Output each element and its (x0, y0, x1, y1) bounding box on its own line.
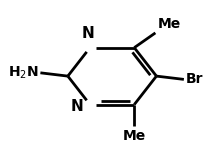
Text: Br: Br (186, 72, 203, 86)
Text: Me: Me (157, 17, 181, 31)
Text: H$_2$N: H$_2$N (8, 65, 38, 81)
Text: N: N (71, 99, 84, 114)
Text: Me: Me (123, 129, 146, 143)
Text: N: N (81, 26, 94, 41)
